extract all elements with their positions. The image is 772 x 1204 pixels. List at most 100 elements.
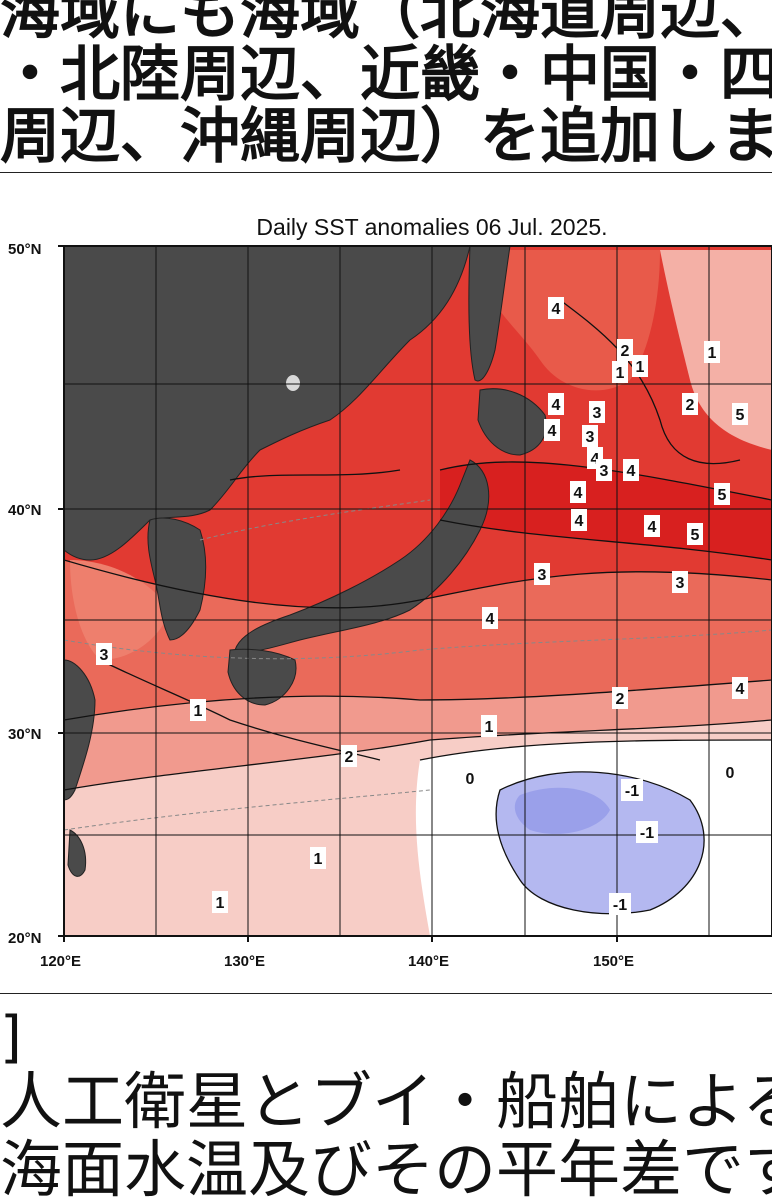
contour-label: 1 (616, 365, 625, 382)
contour-label: 3 (676, 575, 685, 592)
contour-label: 4 (591, 451, 600, 468)
article-heading-text: 海域にも海域（北海道周辺、 ・北陸周辺、近畿・中国・四 周辺、沖縄周辺）を追加し… (0, 0, 772, 168)
land-kyushu-shikoku (227, 648, 297, 706)
article-line-5: 海面水温及びその平年差です (0, 1133, 772, 1204)
anomaly-band-yellow-sea (70, 560, 170, 660)
land-china-coast (64, 659, 96, 801)
contour-label: 4 (574, 485, 583, 502)
contour-label-bg (636, 821, 658, 843)
contour-label: 1 (708, 345, 717, 362)
contour-label: -1 (625, 783, 639, 800)
contour-label: 1 (314, 851, 323, 868)
map-frame (63, 245, 772, 937)
lat-label: 40°N (8, 502, 42, 519)
contour-label-bg (548, 297, 564, 319)
contour-label-bg (589, 401, 605, 423)
land-sakhalin (468, 246, 511, 382)
anomaly-band-neg1-core (514, 787, 610, 834)
land-taiwan (67, 829, 87, 877)
contour-label-bg (462, 767, 478, 789)
contour-label: 1 (636, 359, 645, 376)
contour-label-bg (609, 893, 631, 915)
contour-label-bg (481, 715, 497, 737)
map-title: Daily SST anomalies 06 Jul. 2025. (256, 214, 608, 240)
contour-label: 2 (686, 397, 695, 414)
contour-label: 3 (593, 405, 602, 422)
article-line-4: 人工衛星とブイ・船舶による (0, 1065, 772, 1138)
land-korea (147, 517, 207, 641)
contour-label: 2 (616, 691, 625, 708)
contour-label-bg (617, 339, 633, 361)
land-asia-mainland (64, 246, 471, 561)
contour-label-bg (341, 745, 357, 767)
contour-label-bg (571, 509, 587, 531)
contour-label-bg (687, 523, 703, 545)
contour-label-bg (682, 393, 698, 415)
contour-label-bg (544, 419, 560, 441)
contour-label: 3 (538, 567, 547, 584)
contour-label: 3 (600, 463, 609, 480)
contour-label-bg (582, 425, 598, 447)
contour-label: 2 (345, 749, 354, 766)
article-line-3: 周辺、沖縄周辺）を追加しま (0, 102, 772, 168)
contour-label-bg (482, 607, 498, 629)
closing-bracket: ] (0, 1008, 22, 1070)
contour-label: 4 (552, 397, 561, 414)
lake-khanka (286, 375, 300, 391)
divider-bottom (0, 993, 772, 994)
contour-label-bg (714, 483, 730, 505)
divider-top (0, 172, 772, 173)
contour-label: 5 (691, 527, 700, 544)
contour-label-bg (612, 687, 628, 709)
lat-label: 50°N (8, 241, 42, 258)
contour-label: 5 (718, 487, 727, 504)
contour-label: 4 (552, 301, 561, 318)
contour-label-bg (722, 761, 738, 783)
contour-label-bg (596, 459, 612, 481)
contour-label-bg (632, 355, 648, 377)
lat-label: 20°N (8, 930, 42, 947)
contour-label-bg (704, 341, 720, 363)
contour-label: 4 (575, 513, 584, 530)
contour-label-bg (212, 891, 228, 913)
contour-label-bg (623, 459, 639, 481)
contour-label: 4 (627, 463, 636, 480)
lat-label: 30°N (8, 726, 42, 743)
contour-label: 4 (486, 611, 495, 628)
contour-label-bg (534, 563, 550, 585)
contour-label-bg (644, 515, 660, 537)
contour-label-bg (310, 847, 326, 869)
contour-label: 5 (736, 407, 745, 424)
contour-label: 3 (586, 429, 595, 446)
contour-label: 0 (726, 765, 735, 782)
contour-label: 4 (548, 423, 557, 440)
contour-label: 2 (621, 343, 630, 360)
contour-label-bg (96, 643, 112, 665)
contour-label-bg (732, 403, 748, 425)
contour-label: 4 (648, 519, 657, 536)
contour-label-bg (621, 779, 643, 801)
article-line-1: 海域にも海域（北海道周辺、 (0, 0, 772, 48)
lon-label: 130°E (224, 953, 265, 970)
article-body-text: ] 人工衛星とブイ・船舶による 海面水温及びその平年差です (0, 1008, 772, 1204)
lon-label: 120°E (40, 953, 81, 970)
contour-label-bg (732, 677, 748, 699)
contour-label-bg (570, 481, 586, 503)
contour-label-bg (672, 571, 688, 593)
land-hokkaido (477, 388, 547, 456)
contour-label-bg (190, 699, 206, 721)
contour-label: 3 (100, 647, 109, 664)
contour-label-bg (548, 393, 564, 415)
article-line-2: ・北陸周辺、近畿・中国・四 (0, 40, 772, 110)
contour-label: -1 (640, 825, 654, 842)
contour-label: 1 (216, 895, 225, 912)
lon-label: 150°E (593, 953, 634, 970)
contour-label: -1 (613, 897, 627, 914)
anomaly-band-okhotsk (470, 250, 660, 391)
lon-label: 140°E (408, 953, 449, 970)
contour-label: 4 (736, 681, 745, 698)
contour-label: 0 (466, 771, 475, 788)
contour-label: 1 (485, 719, 494, 736)
contour-label-bg (612, 361, 628, 383)
sst-anomaly-map: 50°N 40°N 30°N 20°N 120°E 130°E 140°E 15… (8, 241, 772, 970)
